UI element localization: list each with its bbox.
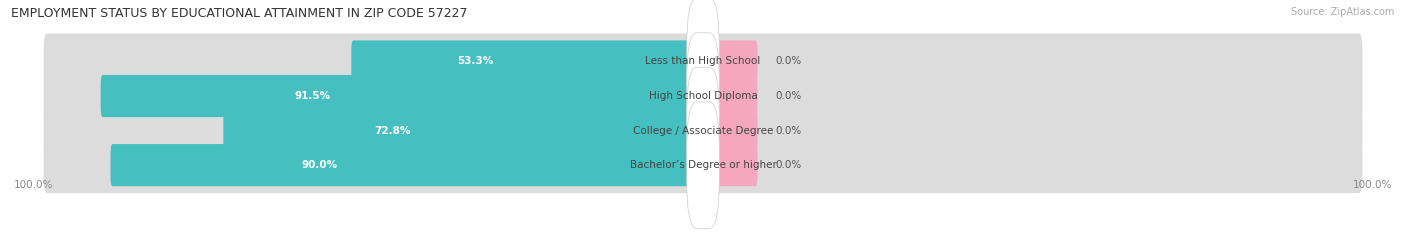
FancyBboxPatch shape	[686, 0, 720, 125]
Text: College / Associate Degree: College / Associate Degree	[633, 126, 773, 136]
Text: 90.0%: 90.0%	[301, 160, 337, 170]
Text: 0.0%: 0.0%	[775, 56, 801, 66]
Text: 53.3%: 53.3%	[457, 56, 494, 66]
FancyBboxPatch shape	[44, 34, 1362, 89]
FancyBboxPatch shape	[686, 102, 720, 228]
FancyBboxPatch shape	[702, 110, 758, 152]
FancyBboxPatch shape	[44, 68, 1362, 124]
Text: 0.0%: 0.0%	[775, 91, 801, 101]
FancyBboxPatch shape	[702, 75, 758, 117]
Text: Bachelor’s Degree or higher: Bachelor’s Degree or higher	[630, 160, 776, 170]
Text: 91.5%: 91.5%	[295, 91, 330, 101]
Text: 0.0%: 0.0%	[775, 160, 801, 170]
Text: Source: ZipAtlas.com: Source: ZipAtlas.com	[1291, 7, 1395, 17]
Text: Less than High School: Less than High School	[645, 56, 761, 66]
Text: 100.0%: 100.0%	[1353, 180, 1392, 190]
FancyBboxPatch shape	[352, 40, 704, 82]
FancyBboxPatch shape	[44, 103, 1362, 159]
Text: EMPLOYMENT STATUS BY EDUCATIONAL ATTAINMENT IN ZIP CODE 57227: EMPLOYMENT STATUS BY EDUCATIONAL ATTAINM…	[11, 7, 468, 20]
Text: 0.0%: 0.0%	[775, 126, 801, 136]
FancyBboxPatch shape	[224, 110, 704, 152]
FancyBboxPatch shape	[101, 75, 704, 117]
FancyBboxPatch shape	[686, 67, 720, 194]
FancyBboxPatch shape	[44, 137, 1362, 193]
FancyBboxPatch shape	[702, 144, 758, 186]
FancyBboxPatch shape	[702, 40, 758, 82]
Text: 100.0%: 100.0%	[14, 180, 53, 190]
Text: 72.8%: 72.8%	[374, 126, 411, 136]
FancyBboxPatch shape	[111, 144, 704, 186]
FancyBboxPatch shape	[686, 33, 720, 159]
Text: High School Diploma: High School Diploma	[648, 91, 758, 101]
